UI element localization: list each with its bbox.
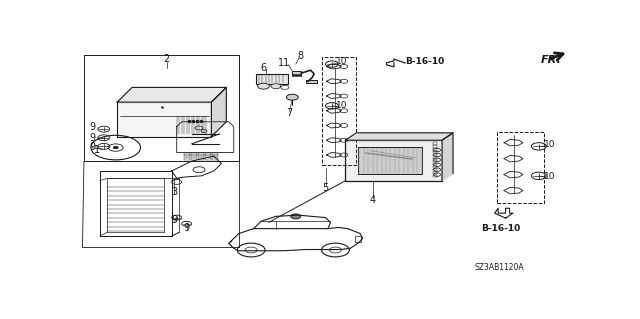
Text: B-16-10: B-16-10 xyxy=(481,224,520,233)
Circle shape xyxy=(257,83,269,89)
Bar xyxy=(497,132,544,203)
Bar xyxy=(433,169,437,171)
Circle shape xyxy=(286,94,298,100)
Bar xyxy=(433,148,437,151)
Bar xyxy=(191,158,197,160)
Bar xyxy=(322,57,356,165)
Bar xyxy=(205,153,211,155)
Bar xyxy=(355,236,361,242)
Polygon shape xyxy=(387,59,405,67)
Text: 9: 9 xyxy=(171,215,177,225)
Text: 3: 3 xyxy=(171,187,177,197)
Bar xyxy=(433,154,437,156)
Text: FR.: FR. xyxy=(541,56,561,65)
Text: 9: 9 xyxy=(90,142,95,152)
Bar xyxy=(205,155,211,157)
Bar xyxy=(184,158,190,160)
Bar xyxy=(198,158,204,160)
Bar xyxy=(205,158,211,160)
Bar xyxy=(346,140,442,181)
Bar xyxy=(256,74,288,84)
Text: 1: 1 xyxy=(94,145,100,155)
Bar xyxy=(212,158,218,160)
Text: SZ3AB1120A: SZ3AB1120A xyxy=(474,263,524,272)
Bar xyxy=(191,155,197,157)
Bar xyxy=(433,163,437,165)
Bar xyxy=(292,74,301,76)
Bar xyxy=(433,166,437,168)
Text: 9: 9 xyxy=(90,122,95,132)
Bar xyxy=(433,145,437,148)
Polygon shape xyxy=(117,87,227,102)
Bar xyxy=(433,175,437,177)
Text: 11: 11 xyxy=(278,58,291,68)
Bar xyxy=(358,147,422,174)
Circle shape xyxy=(271,84,281,89)
Bar xyxy=(306,80,317,83)
Text: 8: 8 xyxy=(298,51,304,61)
Text: 9: 9 xyxy=(184,223,189,233)
Polygon shape xyxy=(442,133,453,181)
Bar xyxy=(433,157,437,160)
Bar xyxy=(184,155,190,157)
Bar xyxy=(292,71,301,75)
Text: 10: 10 xyxy=(544,140,556,149)
Text: B-16-10: B-16-10 xyxy=(405,57,444,66)
Text: 4: 4 xyxy=(369,196,376,205)
Text: 10: 10 xyxy=(544,172,556,181)
Bar xyxy=(212,155,218,157)
Circle shape xyxy=(291,214,301,219)
Text: 10: 10 xyxy=(336,100,348,110)
Text: 5: 5 xyxy=(323,183,329,193)
Bar xyxy=(433,172,437,174)
Bar xyxy=(184,153,190,155)
Bar xyxy=(433,151,437,153)
Bar xyxy=(198,153,204,155)
Text: 7: 7 xyxy=(286,108,292,118)
Polygon shape xyxy=(495,208,513,218)
Polygon shape xyxy=(211,87,227,137)
Bar xyxy=(433,160,437,162)
Text: 10: 10 xyxy=(336,57,348,66)
Text: 9: 9 xyxy=(90,133,95,143)
Bar xyxy=(198,155,204,157)
Bar xyxy=(212,153,218,155)
Bar xyxy=(108,178,164,232)
Polygon shape xyxy=(346,133,453,140)
Text: 2: 2 xyxy=(164,54,170,64)
Circle shape xyxy=(113,146,118,149)
Bar xyxy=(191,153,197,155)
Bar xyxy=(433,142,437,145)
Bar xyxy=(117,102,211,137)
Text: 6: 6 xyxy=(260,63,267,73)
